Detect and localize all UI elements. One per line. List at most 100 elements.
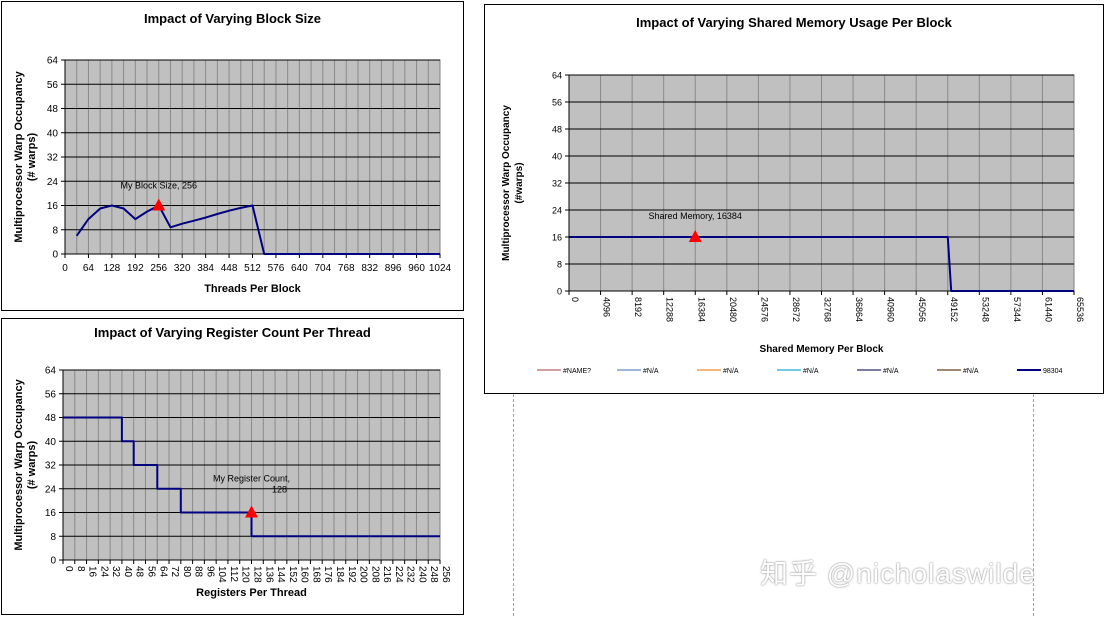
y-axis-label: Multiprocessor Warp Occupancy (13, 70, 25, 242)
y-tick-label: 32 (45, 461, 57, 472)
x-tick-label: 448 (221, 263, 238, 274)
x-tick-label: 64 (83, 263, 95, 274)
x-tick-label: 40960 (886, 297, 896, 322)
y-tick-label: 40 (47, 128, 59, 139)
x-tick-label: 65536 (1075, 297, 1085, 322)
y-tick-label: 56 (552, 98, 562, 108)
x-tick-label: 768 (338, 263, 355, 274)
y-axis-label: (# warps) (26, 133, 38, 182)
y-tick-label: 24 (47, 177, 59, 188)
page-break-line (1033, 394, 1034, 616)
x-tick-label: 192 (346, 566, 357, 583)
y-tick-label: 0 (50, 556, 56, 567)
x-tick-label: 144 (275, 566, 286, 583)
x-tick-label: 112 (228, 566, 239, 582)
x-tick-label: 256 (440, 566, 451, 583)
block-size-chart-panel: Impact of Varying Block Size 0 8 16 24 32 40 4… (1, 1, 464, 311)
y-tick-label: 64 (552, 71, 562, 81)
x-tick-label: 64 (157, 566, 168, 578)
x-tick-label: 0 (570, 297, 580, 302)
x-tick-label: 96 (204, 566, 215, 578)
y-tick-label: 64 (47, 56, 59, 67)
y-tick-label: 0 (52, 250, 58, 261)
x-tick-label: 960 (408, 263, 425, 274)
y-tick-label: 40 (45, 437, 57, 448)
y-tick-label: 32 (552, 179, 562, 189)
x-tick-label: 80 (181, 566, 192, 578)
x-tick-label: 61440 (1043, 297, 1053, 322)
y-tick-label: 8 (52, 225, 58, 236)
x-tick-label: 88 (193, 566, 204, 578)
legend-label: 98304 (1043, 368, 1063, 375)
x-tick-label: 160 (299, 566, 310, 583)
x-tick-label: 0 (62, 263, 68, 274)
x-tick-label: 48 (134, 566, 145, 578)
x-tick-label: 248 (428, 566, 439, 583)
y-tick-label: 48 (45, 413, 57, 424)
x-tick-label: 20480 (728, 297, 738, 322)
annotation-label: 128 (272, 485, 287, 495)
x-tick-label: 49152 (949, 297, 959, 322)
y-tick-label: 24 (552, 206, 562, 216)
x-tick-label: 576 (268, 263, 285, 274)
x-axis-label: Shared Memory Per Block (760, 344, 884, 355)
x-tick-label: 16384 (696, 297, 706, 322)
x-tick-label: 104 (216, 566, 227, 583)
y-tick-label: 24 (45, 484, 57, 495)
y-tick-label: 8 (557, 260, 562, 270)
page-break-line (513, 394, 514, 616)
x-tick-label: 32768 (823, 297, 833, 322)
x-tick-label: 24576 (759, 297, 769, 322)
x-tick-label: 8 (75, 566, 86, 572)
y-tick-label: 64 (45, 366, 57, 377)
x-tick-label: 4096 (602, 297, 612, 317)
x-tick-label: 232 (405, 566, 416, 583)
y-tick-label: 56 (45, 389, 57, 400)
x-tick-label: 208 (369, 566, 380, 583)
annotation-label: Shared Memory, 16384 (649, 211, 742, 221)
x-tick-label: 176 (322, 566, 333, 583)
x-tick-label: 36864 (854, 297, 864, 322)
x-tick-label: 128 (104, 263, 121, 274)
x-tick-label: 704 (314, 263, 331, 274)
highlight-marker (152, 198, 166, 211)
x-tick-label: 12288 (665, 297, 675, 322)
x-tick-label: 256 (150, 263, 167, 274)
x-tick-label: 8192 (633, 297, 643, 317)
legend-label: #N/A (643, 368, 659, 375)
x-tick-label: 53248 (980, 297, 990, 322)
highlight-marker (688, 230, 702, 242)
x-tick-label: 120 (240, 566, 251, 583)
x-tick-label: 200 (358, 566, 369, 583)
x-tick-label: 32 (110, 566, 121, 578)
x-tick-label: 152 (287, 566, 298, 583)
y-tick-label: 48 (47, 104, 59, 115)
x-tick-label: 16 (87, 566, 98, 578)
x-tick-label: 184 (334, 566, 345, 583)
legend-label: #N/A (723, 368, 739, 375)
chart-title: Impact of Varying Register Count Per Thr… (94, 325, 371, 340)
x-tick-label: 512 (244, 263, 261, 274)
y-tick-label: 16 (552, 233, 562, 243)
x-tick-label: 896 (385, 263, 402, 274)
y-tick-label: 32 (47, 153, 59, 164)
legend-label: #N/A (883, 368, 899, 375)
annotation-label: My Register Count, (213, 474, 290, 484)
series-line (569, 236, 1074, 292)
x-tick-label: 24 (98, 566, 109, 578)
y-tick-label: 0 (557, 287, 562, 297)
y-axis-label: Multiprocessor Warp Occupancy (13, 378, 25, 550)
x-tick-label: 240 (416, 566, 427, 583)
y-tick-label: 40 (552, 152, 562, 162)
series-line (75, 204, 440, 255)
y-tick-label: 8 (50, 532, 56, 543)
x-tick-label: 56 (145, 566, 156, 578)
x-tick-label: 0 (63, 566, 74, 572)
register-count-chart-panel: Impact of Varying Register Count Per Thr… (1, 318, 464, 615)
x-tick-label: 224 (393, 566, 404, 583)
y-tick-label: 16 (45, 508, 57, 519)
legend-label: #N/A (803, 368, 819, 375)
legend-label: #N/A (963, 368, 979, 375)
